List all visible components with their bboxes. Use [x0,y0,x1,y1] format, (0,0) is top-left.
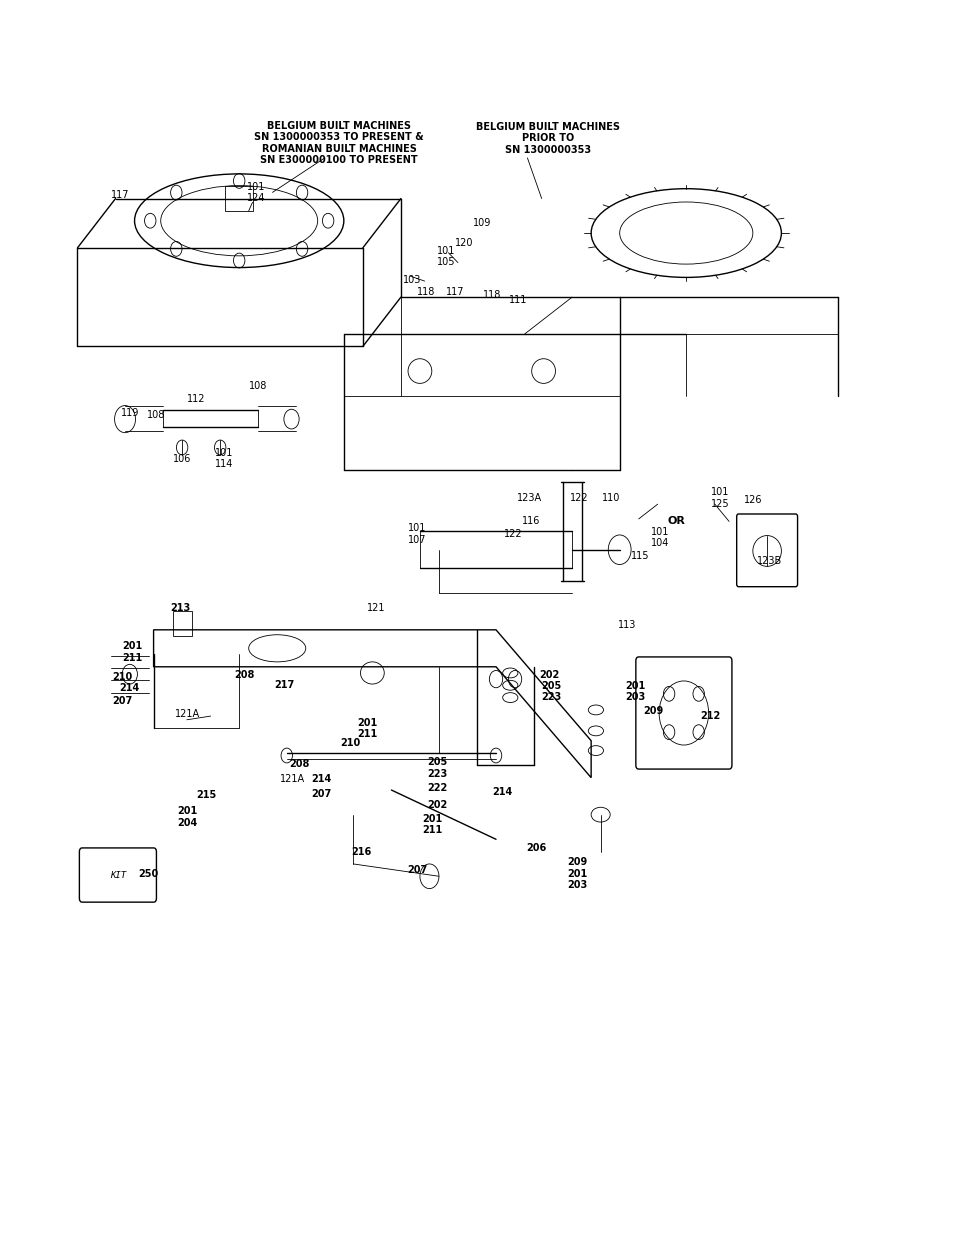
Text: 126: 126 [742,495,761,505]
Text: 222: 222 [427,783,447,793]
Text: BELGIUM BUILT MACHINES
PRIOR TO
SN 1300000353: BELGIUM BUILT MACHINES PRIOR TO SN 13000… [476,121,619,154]
Text: OR: OR [667,516,685,526]
Text: 106: 106 [172,453,192,463]
Text: 121A: 121A [175,709,200,719]
Text: 250: 250 [138,868,159,879]
Text: 201
211: 201 211 [422,814,442,835]
Text: 205
223: 205 223 [427,757,447,778]
Text: 201
211: 201 211 [122,641,143,663]
Text: 101
104: 101 104 [651,526,669,548]
Text: 205
223: 205 223 [540,680,560,703]
Text: BELGIUM BUILT MACHINES
SN 1300000353 TO PRESENT &
ROMANIAN BUILT MACHINES
SN E30: BELGIUM BUILT MACHINES SN 1300000353 TO … [254,121,423,165]
Text: 119: 119 [120,408,139,417]
Text: 111: 111 [508,295,527,305]
Text: 215: 215 [196,790,216,800]
Text: 113: 113 [618,620,636,630]
Text: 207: 207 [311,789,331,799]
Text: 208: 208 [233,671,253,680]
Text: 117: 117 [111,190,130,200]
Text: 202: 202 [538,671,558,680]
Text: 123B: 123B [757,556,781,566]
Text: 122: 122 [569,493,587,503]
Text: 110: 110 [601,493,619,503]
Text: 206: 206 [525,844,545,853]
Text: 217: 217 [274,680,294,690]
Text: 115: 115 [631,551,649,561]
Text: 207: 207 [112,697,132,706]
Text: 214: 214 [492,788,513,798]
Text: 212: 212 [700,711,720,721]
Text: 214: 214 [311,774,331,784]
Text: 216: 216 [351,847,371,857]
Text: 118: 118 [417,288,436,298]
Text: 118: 118 [482,290,501,300]
Text: 116: 116 [521,516,539,526]
Text: 121A: 121A [279,774,305,784]
Text: 214: 214 [119,683,140,693]
Text: 209
201
203: 209 201 203 [566,857,586,890]
Text: 209: 209 [642,706,662,716]
Text: 201
203: 201 203 [624,680,644,703]
Text: 120: 120 [455,238,474,248]
Text: 101
125: 101 125 [710,487,729,509]
Text: 117: 117 [445,288,464,298]
Text: 121: 121 [367,603,385,613]
Text: 208: 208 [289,760,309,769]
Text: 210: 210 [112,672,132,682]
Text: 101
107: 101 107 [407,522,426,545]
Text: 112: 112 [187,394,206,404]
Text: 123A: 123A [517,493,541,503]
Text: 108: 108 [147,410,166,420]
Text: 101
105: 101 105 [436,246,456,267]
Text: KIT: KIT [110,871,126,879]
Text: 101
124: 101 124 [247,182,265,204]
Text: 210: 210 [340,739,360,748]
Text: 108: 108 [249,380,267,390]
Text: 122: 122 [503,529,522,538]
Text: 201
204: 201 204 [177,806,197,827]
Text: 109: 109 [472,219,491,228]
Text: 207: 207 [407,864,427,876]
Text: 202: 202 [427,800,447,810]
Text: 201
211: 201 211 [357,718,377,740]
Text: 213: 213 [170,603,191,613]
Text: 101
114: 101 114 [214,448,233,469]
Text: 103: 103 [403,275,421,285]
